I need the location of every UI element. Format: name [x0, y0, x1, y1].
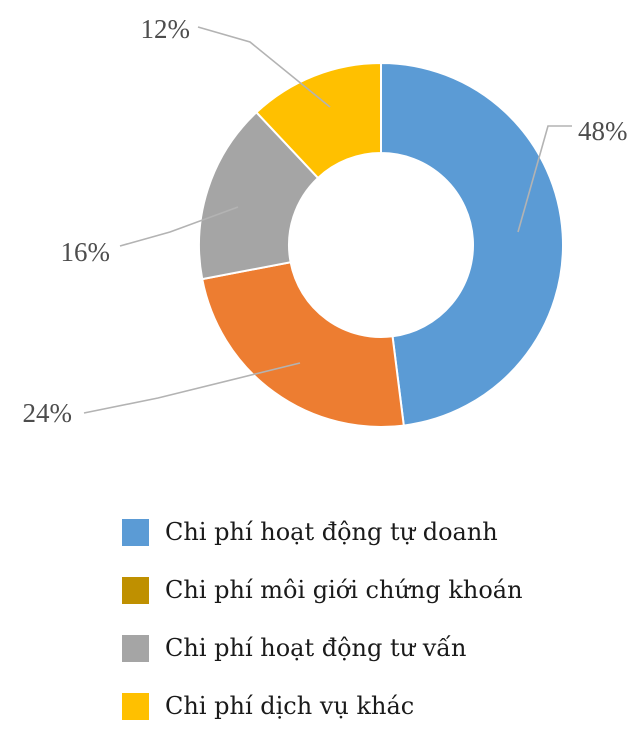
data-labels: 48% 24% 16% 12% — [23, 14, 628, 428]
legend-label: Chi phí dịch vụ khác — [165, 692, 415, 720]
legend-item-tu-van: Chi phí hoạt động tư vấn — [122, 619, 622, 677]
leader-line-tu-van — [119, 206, 239, 247]
legend-swatch — [122, 518, 149, 546]
legend-item-tu-doanh: Chi phí hoạt động tự doanh — [122, 503, 622, 561]
donut-chart: 48% 24% 16% 12% — [23, 14, 628, 428]
donut-slice-tu-doanh — [380, 61, 564, 427]
legend-label: Chi phí môi giới chứng khoán — [165, 576, 523, 604]
chart-legend: Chi phí hoạt động tự doanh Chi phí môi g… — [122, 503, 622, 735]
donut-slice-dich-vu-khac — [254, 61, 382, 180]
leader-line-tu-doanh — [517, 125, 572, 233]
legend-swatch — [122, 634, 149, 662]
legend-label: Chi phí hoạt động tư vấn — [165, 634, 467, 662]
legend-swatch — [122, 692, 149, 720]
donut-slice-moi-gioi — [201, 261, 405, 428]
data-label-tu-doanh: 48% — [578, 116, 628, 146]
leader-lines — [83, 26, 572, 414]
donut-slices — [198, 61, 564, 428]
data-label-tu-van: 16% — [61, 237, 111, 267]
legend-swatch — [122, 576, 149, 604]
leader-line-moi-gioi — [83, 362, 301, 414]
leader-line-dich-vu-khac — [197, 26, 331, 108]
legend-label: Chi phí hoạt động tự doanh — [165, 518, 498, 546]
donut-slice-tu-van — [198, 110, 320, 281]
legend-item-moi-gioi: Chi phí môi giới chứng khoán — [122, 561, 622, 619]
data-label-dich-vu-khac: 12% — [141, 14, 191, 44]
legend-item-dich-vu-khac: Chi phí dịch vụ khác — [122, 677, 622, 735]
data-label-moi-gioi: 24% — [23, 398, 73, 428]
